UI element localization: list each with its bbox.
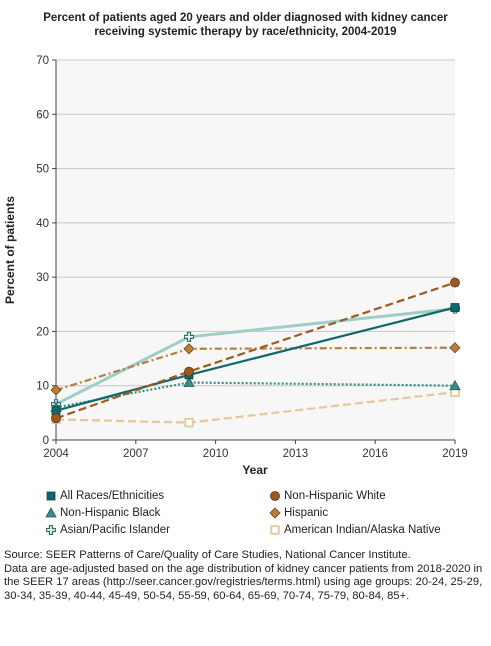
x-tick-label: 2013 (283, 448, 309, 460)
legend-label: Hispanic (284, 507, 329, 519)
y-tick-label: 0 (43, 435, 49, 447)
data-point-0 (450, 303, 460, 312)
chart-title: Percent of patients aged 20 years and ol… (43, 12, 448, 38)
data-point-3 (449, 342, 461, 354)
y-tick-label: 60 (36, 109, 49, 121)
legend-label: Non-Hispanic White (284, 490, 386, 502)
legend-marker (269, 507, 281, 519)
x-tick-label: 2019 (442, 448, 468, 460)
y-tick-label: 50 (36, 164, 49, 176)
data-point-1 (184, 366, 194, 377)
axes: 0 10 20 30 40 50 60 70 2004 2007 2010 2013 2016 2019 (36, 55, 468, 460)
footnote: Source: SEER Patterns of Care/Quality of… (4, 549, 488, 603)
legend-marker-shape (46, 491, 56, 501)
plot-background (56, 60, 455, 440)
y-tick-label: 10 (36, 381, 49, 393)
y-tick-label: 70 (36, 55, 49, 67)
y-axis-label: Percent of patients (3, 196, 17, 304)
data-point-5 (184, 417, 194, 428)
legend-marker-shape (46, 525, 56, 535)
legend-marker-shape (269, 507, 281, 519)
legend-marker (46, 491, 56, 501)
data-point-4 (184, 331, 194, 342)
legend-marker (270, 525, 280, 535)
data-point-2 (449, 379, 461, 391)
gridlines (56, 59, 455, 387)
legend-marker (270, 491, 280, 501)
footnote-source: Source: SEER Patterns of Care/Quality of… (4, 549, 411, 561)
x-tick-label: 2016 (362, 448, 388, 460)
legend-label: Asian/Pacific Islander (60, 524, 170, 536)
y-tick-label: 20 (36, 326, 49, 338)
x-tick-label: 2007 (123, 448, 149, 460)
data-point-2 (183, 376, 195, 387)
x-tick-label: 2004 (43, 448, 69, 460)
series-line-1 (55, 281, 456, 420)
legend-label: American Indian/Alaska Native (284, 524, 441, 536)
legend-label: All Races/Ethnicities (60, 490, 165, 502)
data-point-1 (51, 413, 61, 424)
legend-label: Non-Hispanic Black (60, 507, 161, 519)
y-tick-label: 30 (36, 272, 49, 284)
footnote-method: Data are age-adjusted based on the age d… (4, 562, 483, 602)
series-lines (50, 277, 461, 428)
legend-marker-shape (45, 507, 57, 518)
legend-marker-shape (270, 491, 280, 501)
data-point-1 (450, 277, 460, 288)
x-axis-label: Year (242, 463, 268, 477)
legend-marker (46, 525, 56, 535)
x-tick-label: 2010 (203, 448, 229, 460)
y-tick-label: 40 (36, 218, 49, 230)
legend-marker (45, 507, 57, 518)
data-point-3 (183, 343, 195, 355)
data-point-3 (50, 384, 62, 396)
legend-marker-shape (270, 525, 280, 535)
